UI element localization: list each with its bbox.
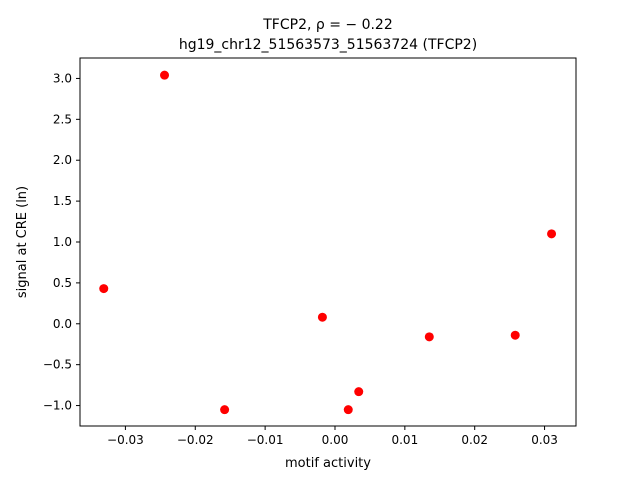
y-axis-label: signal at CRE (ln) (15, 186, 30, 298)
y-tick-label: 0.0 (53, 317, 72, 331)
y-tick-label: 2.5 (53, 112, 72, 126)
data-point (317, 312, 327, 322)
y-tick-label: 1.5 (53, 194, 72, 208)
x-tick-label: 0.01 (391, 433, 418, 447)
data-point (424, 332, 434, 342)
data-point (220, 405, 230, 415)
x-axis-ticks: −0.03 −0.02 −0.01 0.00 0.01 0.02 0.03 (107, 426, 558, 447)
y-axis-ticks: −1.0 −0.5 0.0 0.5 1.0 1.5 2.0 2.5 3.0 (43, 71, 80, 413)
x-axis-label: motif activity (285, 456, 371, 471)
data-point (160, 70, 170, 80)
data-point (547, 229, 557, 239)
chart-title-line2: hg19_chr12_51563573_51563724 (TFCP2) (179, 37, 477, 53)
x-tick-label: −0.03 (107, 433, 144, 447)
y-tick-label: 0.5 (53, 276, 72, 290)
data-points (99, 70, 557, 415)
y-tick-label: 2.0 (53, 153, 72, 167)
chart-title-line1: TFCP2, ρ = − 0.22 (262, 17, 393, 33)
x-tick-label: 0.00 (322, 433, 349, 447)
data-point (343, 405, 353, 415)
data-point (510, 330, 520, 340)
y-tick-label: −1.0 (43, 399, 72, 413)
y-tick-label: −0.5 (43, 358, 72, 372)
x-tick-label: −0.02 (177, 433, 214, 447)
y-tick-label: 3.0 (53, 71, 72, 85)
plot-frame (79, 57, 577, 427)
x-tick-label: −0.01 (247, 433, 284, 447)
y-tick-label: 1.0 (53, 235, 72, 249)
data-point (99, 284, 109, 294)
x-tick-label: 0.03 (531, 433, 558, 447)
x-tick-label: 0.02 (461, 433, 488, 447)
data-point (354, 387, 364, 397)
